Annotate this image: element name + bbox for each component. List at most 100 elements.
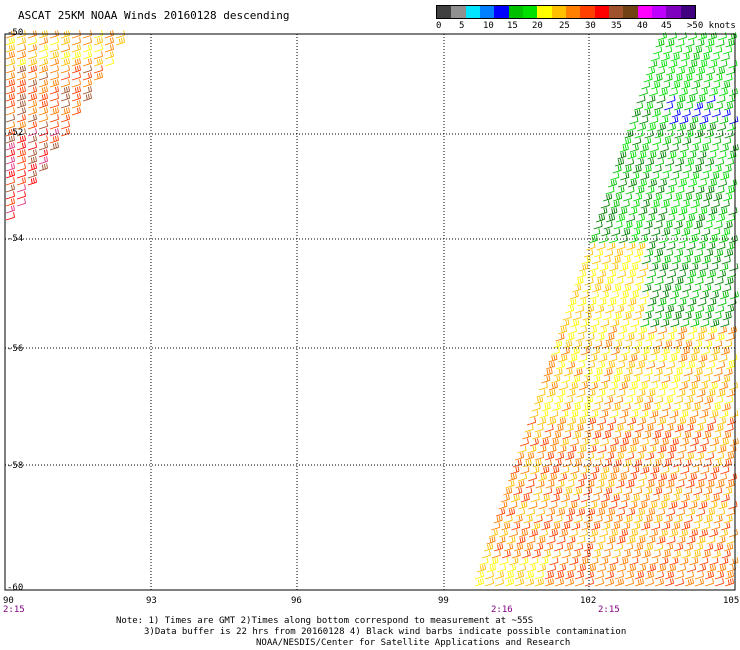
wind-barb bbox=[38, 107, 48, 116]
footnote-line: 3)Data buffer is 22 hrs from 20160128 4)… bbox=[144, 627, 627, 637]
wind-barb bbox=[593, 221, 603, 230]
wind-barb bbox=[554, 571, 564, 580]
wind-barb bbox=[545, 452, 555, 461]
wind-barb bbox=[661, 228, 671, 237]
wind-barb bbox=[684, 424, 694, 433]
wind-barb bbox=[484, 571, 494, 580]
wind-barb bbox=[653, 46, 663, 55]
wind-barb bbox=[631, 109, 641, 118]
wind-barb bbox=[529, 438, 539, 447]
wind-barb bbox=[551, 522, 561, 531]
wind-barb bbox=[576, 536, 586, 545]
wind-barb bbox=[706, 564, 717, 573]
wind-barb bbox=[27, 65, 37, 74]
wind-barb bbox=[635, 508, 646, 517]
wind-barb bbox=[556, 417, 567, 426]
wind-barb bbox=[650, 494, 660, 503]
wind-barb bbox=[692, 431, 702, 440]
wind-barb bbox=[642, 312, 652, 321]
wind-barb bbox=[631, 256, 641, 265]
wind-barb bbox=[661, 522, 671, 531]
wind-barb bbox=[633, 515, 643, 524]
wind-barb bbox=[654, 130, 664, 139]
wind-barb bbox=[38, 142, 48, 151]
wind-barb bbox=[654, 424, 664, 433]
wind-barb bbox=[595, 305, 605, 314]
wind-barb bbox=[602, 312, 612, 321]
wind-barb bbox=[658, 60, 668, 69]
wind-barb bbox=[610, 319, 620, 328]
wind-barb bbox=[626, 389, 636, 398]
wind-barb bbox=[702, 284, 712, 293]
wind-barb bbox=[613, 221, 623, 230]
lat-label-50: -50 bbox=[7, 28, 23, 38]
wind-barb bbox=[542, 459, 552, 468]
wind-barb bbox=[624, 249, 634, 258]
wind-barb bbox=[718, 501, 728, 510]
wind-barb bbox=[590, 466, 600, 475]
wind-barb bbox=[640, 172, 650, 181]
wind-barb bbox=[695, 508, 706, 517]
wind-barb bbox=[621, 256, 631, 265]
wind-barb bbox=[568, 529, 578, 538]
wind-barb bbox=[657, 298, 667, 307]
wind-barb bbox=[627, 151, 637, 160]
wind-barb bbox=[5, 128, 15, 137]
wind-barb bbox=[697, 473, 708, 482]
wind-barb bbox=[631, 522, 641, 531]
wind-barb bbox=[615, 480, 625, 489]
wind-barb bbox=[615, 361, 626, 370]
wind-barb bbox=[713, 193, 723, 202]
wind-barb bbox=[682, 312, 692, 321]
wind-barb bbox=[16, 121, 26, 130]
wind-barb bbox=[706, 389, 716, 398]
wind-barb bbox=[672, 284, 682, 293]
wind-barb bbox=[675, 333, 685, 342]
wind-barb bbox=[704, 277, 714, 286]
wind-barb bbox=[576, 417, 587, 426]
wind-barb bbox=[690, 53, 700, 62]
wind-barb bbox=[725, 333, 735, 342]
wind-barb bbox=[60, 58, 70, 67]
wind-barb bbox=[647, 298, 657, 307]
wind-barb bbox=[690, 200, 700, 209]
wind-barb bbox=[678, 60, 688, 69]
wind-barb bbox=[623, 487, 633, 496]
wind-barb bbox=[666, 95, 676, 104]
wind-barb bbox=[695, 186, 705, 195]
wind-barb bbox=[616, 270, 627, 279]
wind-barb bbox=[641, 81, 651, 90]
wind-barb bbox=[651, 109, 661, 118]
wind-barb bbox=[719, 557, 729, 566]
wind-barb bbox=[503, 515, 513, 524]
wind-barb bbox=[588, 501, 598, 510]
wind-barb bbox=[720, 466, 730, 475]
wind-barb bbox=[660, 347, 670, 356]
wind-barb bbox=[82, 79, 92, 88]
wind-barb bbox=[642, 137, 652, 146]
wind-barb bbox=[16, 100, 26, 109]
wind-barb bbox=[659, 557, 669, 566]
wind-barb bbox=[591, 256, 601, 265]
wind-barb bbox=[629, 410, 639, 419]
wind-barb bbox=[711, 403, 721, 412]
wind-barb bbox=[686, 95, 696, 104]
wind-barb bbox=[594, 249, 604, 258]
wind-barb bbox=[621, 550, 631, 559]
wind-barb bbox=[633, 221, 643, 230]
wind-barb bbox=[537, 473, 548, 482]
wind-barb bbox=[640, 319, 650, 328]
wind-barb bbox=[694, 571, 704, 580]
wind-barb bbox=[697, 326, 707, 335]
wind-barb bbox=[655, 214, 666, 223]
wind-barb bbox=[705, 39, 715, 48]
wind-barb bbox=[541, 550, 551, 559]
wind-barb bbox=[714, 396, 724, 405]
wind-barb bbox=[641, 109, 651, 118]
wind-barb bbox=[674, 571, 684, 580]
wind-barb bbox=[5, 100, 15, 109]
wind-barb bbox=[637, 179, 647, 188]
wind-barb bbox=[569, 438, 579, 447]
wind-barb bbox=[612, 459, 622, 468]
lon-label-96: 96 bbox=[291, 596, 302, 606]
